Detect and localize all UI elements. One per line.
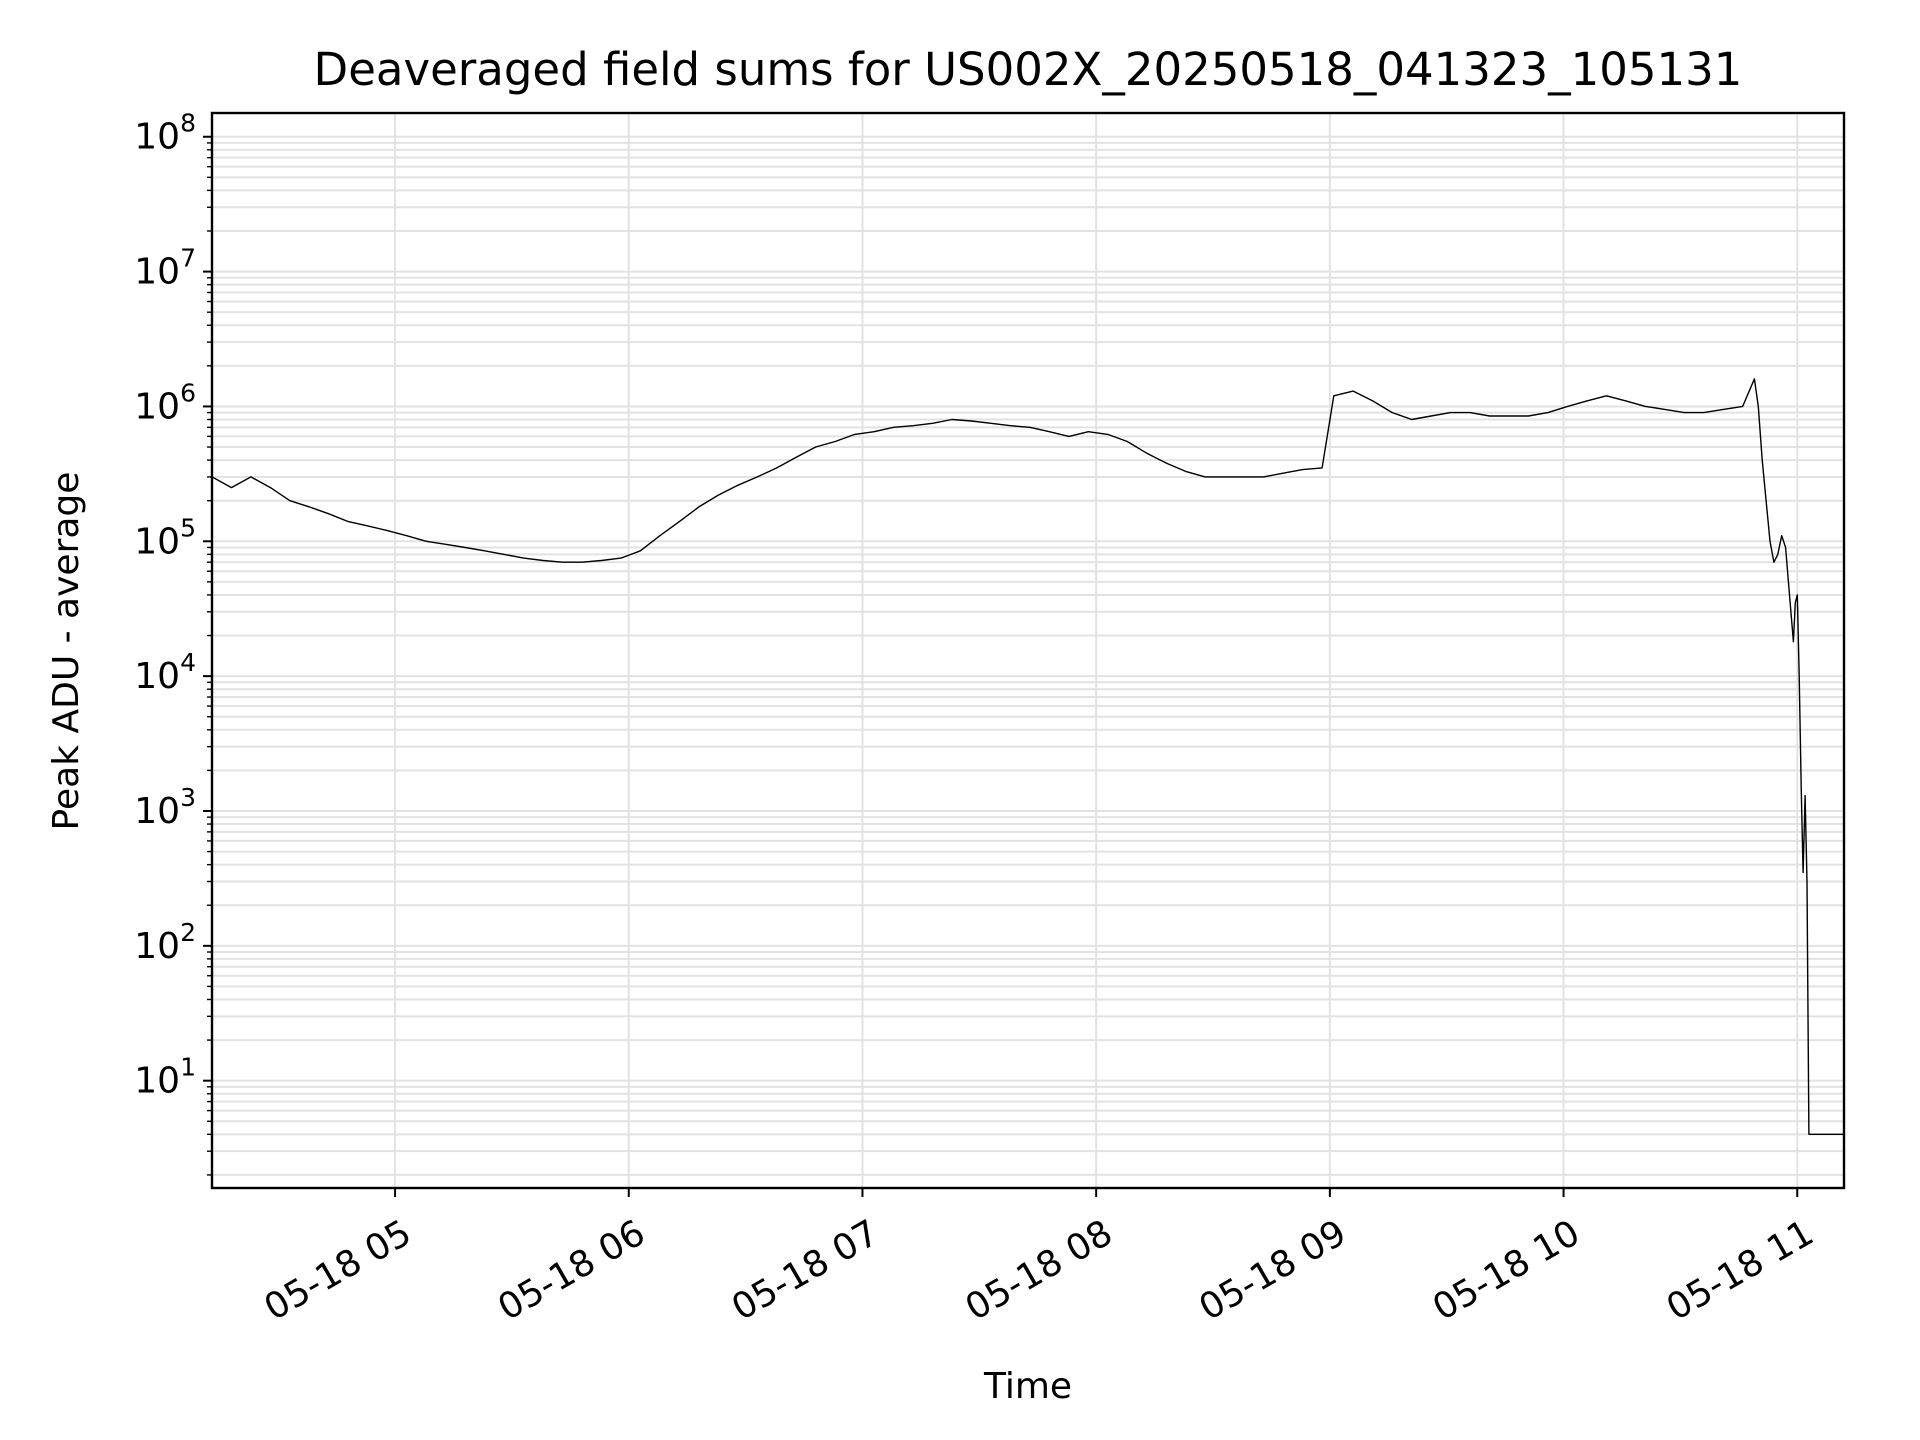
x-tick-label: 05-18 06 [491, 1212, 652, 1328]
y-tick-label: 107 [134, 244, 196, 293]
x-tick-label: 05-18 11 [1660, 1212, 1821, 1328]
y-tick-label: 104 [134, 648, 196, 697]
y-tick-base: 10 [134, 1061, 180, 1102]
y-tick-exponent: 7 [180, 244, 196, 273]
y-tick-exponent: 5 [180, 513, 196, 542]
y-tick-label: 108 [134, 109, 196, 158]
y-tick-exponent: 8 [180, 109, 196, 138]
x-tick-label: 05-18 07 [725, 1212, 886, 1328]
y-tick-label: 105 [134, 513, 196, 562]
y-tick-base: 10 [134, 656, 180, 697]
series-layer [211, 378, 1844, 1135]
y-tick-base: 10 [134, 252, 180, 293]
y-tick-exponent: 2 [180, 918, 196, 947]
grid [212, 113, 1844, 1188]
y-tick-exponent: 6 [180, 378, 196, 407]
series-line-0 [211, 378, 1844, 1135]
y-tick-exponent: 4 [180, 648, 196, 677]
y-axis-label: Peak ADU - average [46, 472, 87, 831]
x-axis: 05-18 05 05-18 06 05-18 07 05-18 08 05-18 09… [258, 1188, 1821, 1329]
y-tick-label: 102 [134, 918, 196, 967]
x-tick-label: 05-18 05 [258, 1212, 419, 1328]
y-tick-base: 10 [134, 791, 180, 832]
x-axis-label: Time [983, 1366, 1072, 1407]
y-tick-label: 101 [134, 1053, 196, 1102]
x-tick-label: 05-18 08 [959, 1212, 1120, 1328]
y-tick-base: 10 [134, 521, 180, 562]
y-tick-base: 10 [134, 926, 180, 967]
y-tick-label: 106 [134, 378, 196, 427]
y-tick-label: 103 [134, 783, 196, 832]
plot-frame [210, 111, 1846, 1190]
y-tick-exponent: 1 [180, 1053, 196, 1082]
y-tick-base: 10 [134, 386, 180, 427]
x-tick-label: 05-18 10 [1426, 1212, 1587, 1328]
y-tick-base: 10 [134, 117, 180, 158]
x-tick-label: 05-18 09 [1192, 1212, 1353, 1328]
y-tick-exponent: 3 [180, 783, 196, 812]
chart-title: Deaveraged field sums for US002X_2025051… [314, 43, 1743, 96]
